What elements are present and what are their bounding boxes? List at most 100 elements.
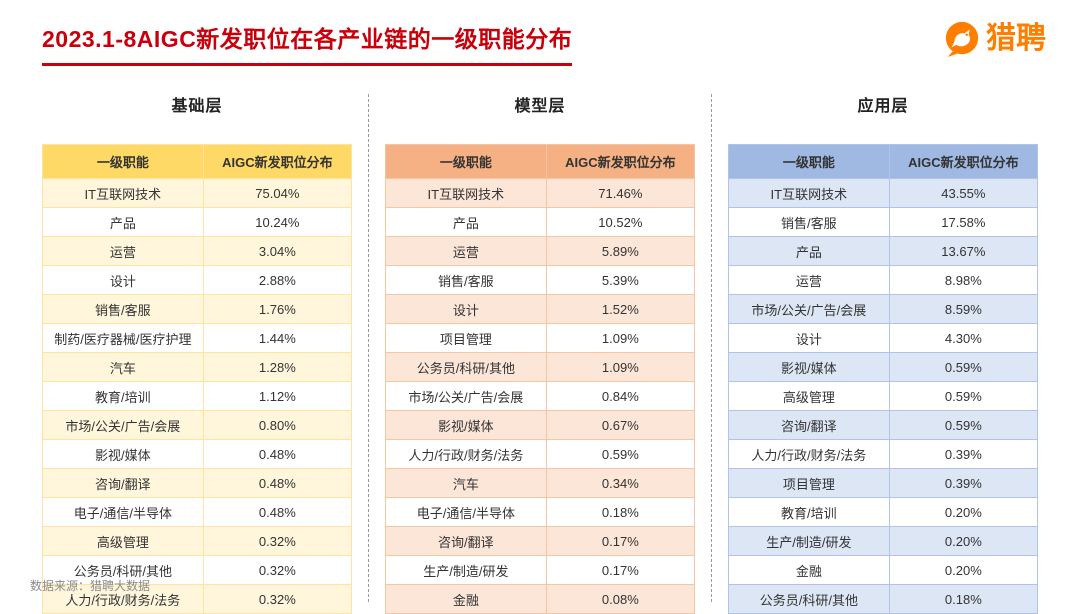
table-row: 设计 2.88% xyxy=(42,265,353,295)
table-cell: 8.59% xyxy=(888,294,1039,324)
dashed-divider xyxy=(711,94,712,602)
table-row: 汽车 1.28% xyxy=(42,352,353,382)
table-row: 咨询/翻译 0.17% xyxy=(385,526,696,556)
table-row: 生产/制造/研发 0.17% xyxy=(385,555,696,585)
table-row: 设计 1.52% xyxy=(385,294,696,324)
table-row: IT互联网技术 43.55% xyxy=(728,178,1039,208)
table-cell: 1.12% xyxy=(202,381,353,411)
table-cell: 0.32% xyxy=(202,584,353,614)
table-row: 销售/客服 5.39% xyxy=(385,265,696,295)
table-row: 高级管理 0.32% xyxy=(42,526,353,556)
table-cell: 0.59% xyxy=(888,410,1039,440)
column-header-function: 一级职能 xyxy=(728,144,890,179)
table-row: IT互联网技术 75.04% xyxy=(42,178,353,208)
table-row: IT互联网技术 71.46% xyxy=(385,178,696,208)
table-row: 市场/公关/广告/会展 0.84% xyxy=(385,381,696,411)
table-cell: 10.24% xyxy=(202,207,353,237)
table-cell: 0.17% xyxy=(545,555,696,585)
table-cell: 1.44% xyxy=(202,323,353,353)
table-row: 市场/公关/广告/会展 0.80% xyxy=(42,410,353,440)
table-cell: 产品 xyxy=(385,207,547,237)
table-row: 运营 3.04% xyxy=(42,236,353,266)
table-cell: 10.52% xyxy=(545,207,696,237)
table-cell: 咨询/翻译 xyxy=(42,468,204,498)
table-cell: 设计 xyxy=(42,265,204,295)
table-cell: 电子/通信/半导体 xyxy=(385,497,547,527)
table-row: 高级管理 0.59% xyxy=(728,381,1039,411)
table-row: 电子/通信/半导体 0.48% xyxy=(42,497,353,527)
model-layer-table: 一级职能 AIGC新发职位分布 IT互联网技术 71.46% 产品 10.52% 运营 5… xyxy=(385,144,696,614)
table-cell: 设计 xyxy=(385,294,547,324)
table-row: 产品 10.52% xyxy=(385,207,696,237)
table-cell: 公务员/科研/其他 xyxy=(385,352,547,382)
table-cell: 17.58% xyxy=(888,207,1039,237)
table-cell: 汽车 xyxy=(42,352,204,382)
table-row: 运营 5.89% xyxy=(385,236,696,266)
section-base-layer: 基础层 一级职能 AIGC新发职位分布 IT互联网技术 75.04% 产品 10.24… xyxy=(26,92,368,614)
section-model-layer: 模型层 一级职能 AIGC新发职位分布 IT互联网技术 71.46% 产品 10.52… xyxy=(369,92,711,614)
table-cell: 0.59% xyxy=(545,439,696,469)
table-row: 销售/客服 17.58% xyxy=(728,207,1039,237)
table-cell: 人力/行政/财务/法务 xyxy=(728,439,890,469)
table-cell: 71.46% xyxy=(545,178,696,208)
application-layer-table: 一级职能 AIGC新发职位分布 IT互联网技术 43.55% 销售/客服 17.58%… xyxy=(728,144,1039,614)
table-row: 咨询/翻译 0.48% xyxy=(42,468,353,498)
liepin-logo: 猎聘 xyxy=(943,20,1046,58)
table-cell: 0.39% xyxy=(888,439,1039,469)
column-header-function: 一级职能 xyxy=(42,144,204,179)
table-cell: 运营 xyxy=(385,236,547,266)
table-row: 影视/媒体 0.48% xyxy=(42,439,353,469)
table-cell: 0.20% xyxy=(888,497,1039,527)
column-header-distribution: AIGC新发职位分布 xyxy=(202,144,353,179)
table-cell: 金融 xyxy=(385,584,547,614)
table-row: 运营 8.98% xyxy=(728,265,1039,295)
table-cell: 高级管理 xyxy=(728,381,890,411)
page-title: 2023.1-8AIGC新发职位在各产业链的一级职能分布 xyxy=(42,20,573,66)
table-cell: 4.30% xyxy=(888,323,1039,353)
table-cell: 1.52% xyxy=(545,294,696,324)
table-header-row: 一级职能 AIGC新发职位分布 xyxy=(42,144,353,179)
table-cell: 咨询/翻译 xyxy=(728,410,890,440)
table-cell: 0.48% xyxy=(202,497,353,527)
table-cell: 8.98% xyxy=(888,265,1039,295)
liepin-logo-icon xyxy=(945,21,979,58)
column-header-distribution: AIGC新发职位分布 xyxy=(888,144,1039,179)
table-row: 金融 0.08% xyxy=(385,584,696,614)
table-cell: 0.18% xyxy=(545,497,696,527)
table-row: 影视/媒体 0.67% xyxy=(385,410,696,440)
column-header-function: 一级职能 xyxy=(385,144,547,179)
table-cell: 1.09% xyxy=(545,352,696,382)
table-cell: 0.20% xyxy=(888,526,1039,556)
table-cell: 0.84% xyxy=(545,381,696,411)
table-cell: 生产/制造/研发 xyxy=(728,526,890,556)
table-cell: 1.76% xyxy=(202,294,353,324)
table-cell: 市场/公关/广告/会展 xyxy=(385,381,547,411)
table-cell: 0.80% xyxy=(202,410,353,440)
table-cell: 0.32% xyxy=(202,555,353,585)
table-cell: 销售/客服 xyxy=(385,265,547,295)
table-row: 教育/培训 1.12% xyxy=(42,381,353,411)
table-cell: 影视/媒体 xyxy=(728,352,890,382)
table-cell: 43.55% xyxy=(888,178,1039,208)
table-row: 电子/通信/半导体 0.18% xyxy=(385,497,696,527)
table-row: 产品 10.24% xyxy=(42,207,353,237)
table-cell: 电子/通信/半导体 xyxy=(42,497,204,527)
table-cell: 金融 xyxy=(728,555,890,585)
table-cell: 0.39% xyxy=(888,468,1039,498)
table-cell: 0.34% xyxy=(545,468,696,498)
table-cell: 5.39% xyxy=(545,265,696,295)
table-header-row: 一级职能 AIGC新发职位分布 xyxy=(728,144,1039,179)
table-row: 公务员/科研/其他 0.32% xyxy=(42,555,353,585)
table-cell: 0.59% xyxy=(888,352,1039,382)
table-cell: 项目管理 xyxy=(728,468,890,498)
table-row: 教育/培训 0.20% xyxy=(728,497,1039,527)
table-cell: 运营 xyxy=(42,236,204,266)
table-cell: 3.04% xyxy=(202,236,353,266)
page-header: 2023.1-8AIGC新发职位在各产业链的一级职能分布 猎聘 xyxy=(0,0,1080,66)
table-row: 金融 0.20% xyxy=(728,555,1039,585)
table-cell: 人力/行政/财务/法务 xyxy=(385,439,547,469)
table-row: 销售/客服 1.76% xyxy=(42,294,353,324)
section-title-application: 应用层 xyxy=(857,98,909,115)
table-row: 人力/行政/财务/法务 0.39% xyxy=(728,439,1039,469)
table-cell: 销售/客服 xyxy=(42,294,204,324)
